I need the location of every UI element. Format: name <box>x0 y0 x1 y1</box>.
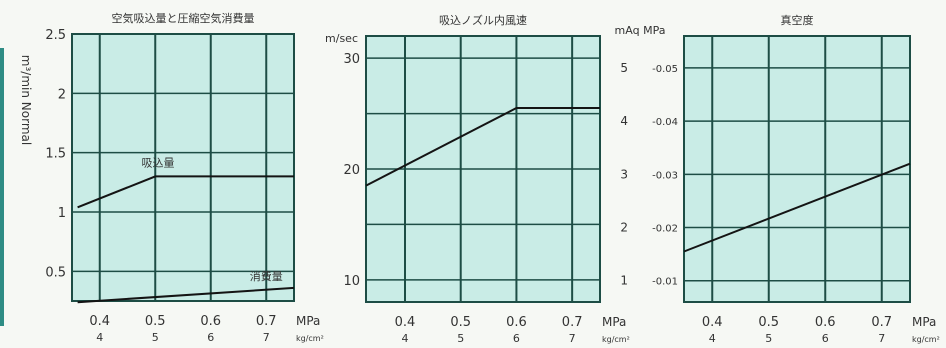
chart1-ytick: 0.5 <box>45 265 66 280</box>
chart2-ytick: 10 <box>343 274 360 289</box>
chart1-ytick: 1.5 <box>45 147 66 162</box>
chart1-xtick-sub: 7 <box>263 331 270 344</box>
chart1-series-2-label: 消費量 <box>250 269 283 283</box>
chart2-ytick: 20 <box>343 163 360 178</box>
chart1-series-1-line <box>77 175 294 209</box>
chart2-xtick: 0.7 <box>562 315 583 330</box>
chart1-series-1-label: 吸込量 <box>142 156 175 169</box>
chart1-xtick: 0.7 <box>256 314 277 329</box>
chart1-xunit-sub: kg/cm² <box>296 334 324 343</box>
chart2-xtick: 0.5 <box>450 315 471 330</box>
chart2-xtick-sub: 7 <box>569 332 576 345</box>
chart2-xtick-sub: 5 <box>457 332 464 345</box>
chart3-xunit-sub: kg/cm² <box>912 335 940 344</box>
chart3-ytick-right: -0.04 <box>652 117 678 128</box>
chart3-xtick-sub: 6 <box>822 332 829 345</box>
chart1-xtick: 0.4 <box>89 314 110 329</box>
chart1-xtick-sub: 4 <box>96 331 103 344</box>
chart1-series-2-line <box>77 286 295 304</box>
side-accent-bar <box>0 48 4 326</box>
chart1-ytick: 2.5 <box>45 28 66 43</box>
chart3-series-1-line <box>683 162 911 253</box>
chart3-xtick-sub: 5 <box>765 332 772 345</box>
chart3-xunit: MPa <box>912 315 936 329</box>
chart3-ytick-right: -0.01 <box>652 277 678 288</box>
chart1-ylabel: m³/min Normal <box>19 55 33 145</box>
chart3-xtick-sub: 7 <box>878 332 885 345</box>
chart3-xtick: 0.6 <box>815 315 836 330</box>
chart1-ytick: 1 <box>58 206 66 221</box>
chart1-xtick: 0.5 <box>145 314 166 329</box>
chart3-ytick-right: -0.05 <box>652 64 678 75</box>
chart3-xtick: 0.4 <box>702 315 723 330</box>
chart3-xtick: 0.5 <box>758 315 779 330</box>
chart1-plot-area <box>71 33 295 302</box>
chart2-xunit-sub: kg/cm² <box>602 335 630 344</box>
chart2-xtick-sub: 6 <box>513 332 520 345</box>
chart3-ytick-left: 4 <box>620 114 628 128</box>
chart3-ytick-right: -0.03 <box>652 170 678 181</box>
chart2-xtick: 0.4 <box>395 315 416 330</box>
chart3-ylabel: mAq MPa <box>615 24 666 37</box>
chart2-series-1-line <box>365 107 600 187</box>
chart1-ytick: 2 <box>58 87 66 102</box>
chart2-xtick: 0.6 <box>506 315 527 330</box>
chart2-xtick-sub: 4 <box>402 332 409 345</box>
chart3-xtick: 0.7 <box>871 315 892 330</box>
chart1-xtick: 0.6 <box>200 314 221 329</box>
chart3-ytick-left: 1 <box>620 274 628 288</box>
chart3-ytick-right: -0.02 <box>652 224 678 235</box>
chart1-xtick-sub: 5 <box>152 331 159 344</box>
chart3-title: 真空度 <box>781 13 814 27</box>
chart3-ytick-left: 3 <box>620 167 628 181</box>
chart1-xunit: MPa <box>296 314 320 328</box>
chart3-ytick-left: 5 <box>620 61 628 75</box>
chart1-title: 空気吸込量と圧縮空気消費量 <box>112 11 255 25</box>
chart3-plot-area <box>683 35 911 303</box>
chart2-ylabel: m/sec <box>325 32 358 45</box>
chart2-ytick: 30 <box>343 52 360 67</box>
chart2-xunit: MPa <box>602 315 626 329</box>
chart3-xtick-sub: 4 <box>709 332 716 345</box>
chart2-title: 吸込ノズル内風速 <box>439 13 527 27</box>
chart3-ytick-left: 2 <box>620 221 628 235</box>
chart1-xtick-sub: 6 <box>207 331 214 344</box>
